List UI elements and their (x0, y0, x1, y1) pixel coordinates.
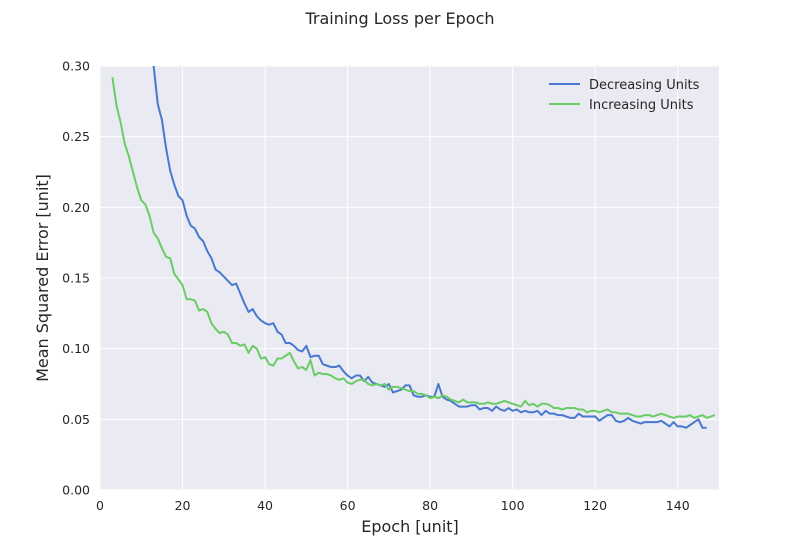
legend: Decreasing Units Increasing Units (549, 78, 700, 113)
x-tick-label: 60 (340, 498, 356, 513)
y-tick-label: 0.05 (62, 412, 90, 427)
legend-label-increasing: Increasing Units (589, 98, 694, 113)
x-tick-label: 0 (96, 498, 104, 513)
chart-title: Training Loss per Epoch (304, 9, 494, 28)
y-axis-label: Mean Squared Error [unit] (33, 174, 52, 382)
tick-labels: 0 20 40 60 80 100 120 140 0.00 0.05 0.10 0.15 0.20 0.… (62, 59, 690, 514)
x-tick-label: 80 (422, 498, 438, 513)
legend-label-decreasing: Decreasing Units (589, 78, 700, 93)
series-line-decreasing-units (152, 66, 707, 429)
x-tick-label: 100 (501, 498, 525, 513)
x-tick-label: 20 (175, 498, 191, 513)
y-tick-label: 0.20 (62, 200, 90, 215)
x-tick-label: 40 (257, 498, 273, 513)
x-tick-label: 120 (583, 498, 607, 513)
x-tick-label: 140 (666, 498, 690, 513)
series-layer (111, 66, 716, 429)
y-tick-label: 0.15 (62, 271, 90, 286)
y-tick-label: 0.10 (62, 341, 90, 356)
y-tick-label: 0.30 (62, 59, 90, 74)
series-line-increasing-units (111, 77, 716, 419)
y-tick-label: 0.25 (62, 129, 90, 144)
y-tick-label: 0.00 (62, 483, 90, 498)
x-axis-label: Epoch [unit] (361, 517, 459, 536)
